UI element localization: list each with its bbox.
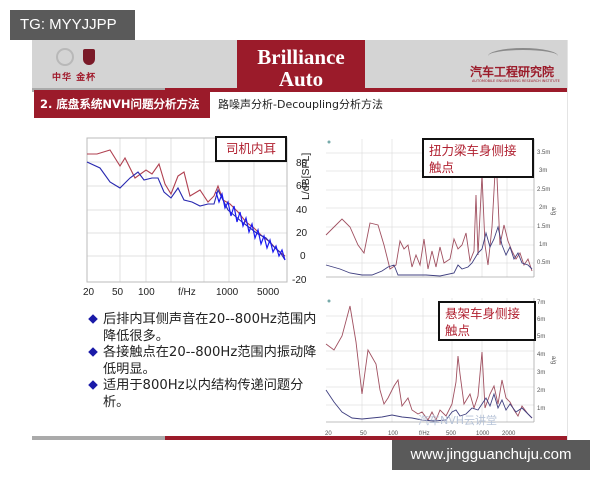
svg-text:50: 50 <box>112 287 124 298</box>
svg-text:60: 60 <box>296 181 308 192</box>
slide-header: 中华 金杯 Brilliance Auto 华晨汽车 汽车工程研究院 AUTOM… <box>32 40 567 108</box>
footer-divider <box>32 436 567 440</box>
svg-text:1m: 1m <box>539 242 547 248</box>
finding-item: 后排内耳侧声音在20--800Hz范围内降低很多。 <box>88 312 319 345</box>
driver-ear-spl-chart: 20 50 100 f/Hz 1000 5000 80 60 40 20 0 -20 <box>83 137 308 298</box>
svg-text:20: 20 <box>325 431 332 437</box>
brand-chinese: 华晨汽车 <box>256 97 360 108</box>
chart-label-suspension: 悬架车身侧接触点 <box>438 301 536 341</box>
bullet-diamond-icon <box>88 314 98 324</box>
svg-text:-20: -20 <box>292 275 307 286</box>
svg-text:0: 0 <box>300 251 306 262</box>
svg-text:a/g: a/g <box>550 356 556 364</box>
svg-text:7m: 7m <box>537 300 545 306</box>
svg-text:2.5m: 2.5m <box>537 187 550 193</box>
finding-item: 各接触点在20--800Hz范围内振动降低明显。 <box>88 345 319 378</box>
svg-text:40: 40 <box>296 205 308 216</box>
site-url-overlay: www.jingguanchuju.com <box>392 440 590 470</box>
svg-text:3.5m: 3.5m <box>537 150 550 156</box>
svg-text:f/Hz: f/Hz <box>419 431 430 437</box>
chart-label-torsion-beam: 扭力梁车身侧接触点 <box>422 138 534 178</box>
svg-text:3m: 3m <box>539 168 547 174</box>
findings-list: 后排内耳侧声音在20--800Hz范围内降低很多。 各接触点在20--800Hz… <box>88 312 319 411</box>
section-title: 2. 底盘系统NVH问题分析方法 <box>34 90 210 118</box>
svg-text:f/Hz: f/Hz <box>178 287 196 298</box>
svg-text:5m: 5m <box>537 334 545 340</box>
svg-text:100: 100 <box>388 431 399 437</box>
brand-english: Brilliance Auto <box>237 46 365 91</box>
research-institute-logo: 汽车工程研究院 AUTOMOBILE ENGINEERING RESEARCH … <box>470 46 562 86</box>
svg-text:500: 500 <box>446 431 457 437</box>
svg-text:2000: 2000 <box>502 431 516 437</box>
svg-text:80: 80 <box>296 158 308 169</box>
svg-text:1000: 1000 <box>476 431 490 437</box>
svg-text:4m: 4m <box>537 352 545 358</box>
top-left-tag-overlay: TG: MYYJJPP <box>10 10 135 40</box>
svg-text:6m: 6m <box>537 317 545 323</box>
jinbei-shield-icon <box>83 49 95 65</box>
svg-text:20: 20 <box>296 228 308 239</box>
chart-label-driver-ear: 司机内耳 <box>215 136 287 162</box>
bullet-diamond-icon <box>88 380 98 390</box>
bullet-diamond-icon <box>88 347 98 357</box>
svg-text:1.5m: 1.5m <box>537 224 550 230</box>
zhonghua-jinbei-logo: 中华 金杯 <box>50 46 110 86</box>
finding-item: 适用于800Hz以内结构传递问题分析。 <box>88 378 319 411</box>
svg-text:2m: 2m <box>539 205 547 211</box>
svg-text:1m: 1m <box>537 406 545 412</box>
svg-text:1000: 1000 <box>216 287 239 298</box>
car-silhouette-icon <box>488 48 558 64</box>
wechat-watermark: 汽车NVH云讲堂 <box>418 414 498 427</box>
svg-text:100: 100 <box>138 287 155 298</box>
svg-text:a/g: a/g <box>550 207 556 215</box>
presentation-slide: 中华 金杯 Brilliance Auto 华晨汽车 汽车工程研究院 AUTOM… <box>32 40 568 440</box>
brilliance-auto-brand: Brilliance Auto 华晨汽车 <box>237 40 365 108</box>
svg-text:5000: 5000 <box>257 287 280 298</box>
institute-chinese-name: 汽车工程研究院 <box>470 65 555 79</box>
slide-subtitle: 路噪声分析-Decoupling分析方法 <box>218 98 384 111</box>
zhonghua-emblem-icon <box>56 48 74 66</box>
institute-english-name: AUTOMOBILE ENGINEERING RESEARCH INSTITUT… <box>472 79 560 83</box>
svg-text:50: 50 <box>360 431 367 437</box>
svg-text:0.5m: 0.5m <box>537 260 550 266</box>
left-logo-text: 中华 金杯 <box>52 73 97 83</box>
svg-text:20: 20 <box>83 287 95 298</box>
svg-text:2m: 2m <box>537 388 545 394</box>
svg-text:3m: 3m <box>537 370 545 376</box>
spl-axis-label: L/dB[SPL] <box>300 152 312 200</box>
